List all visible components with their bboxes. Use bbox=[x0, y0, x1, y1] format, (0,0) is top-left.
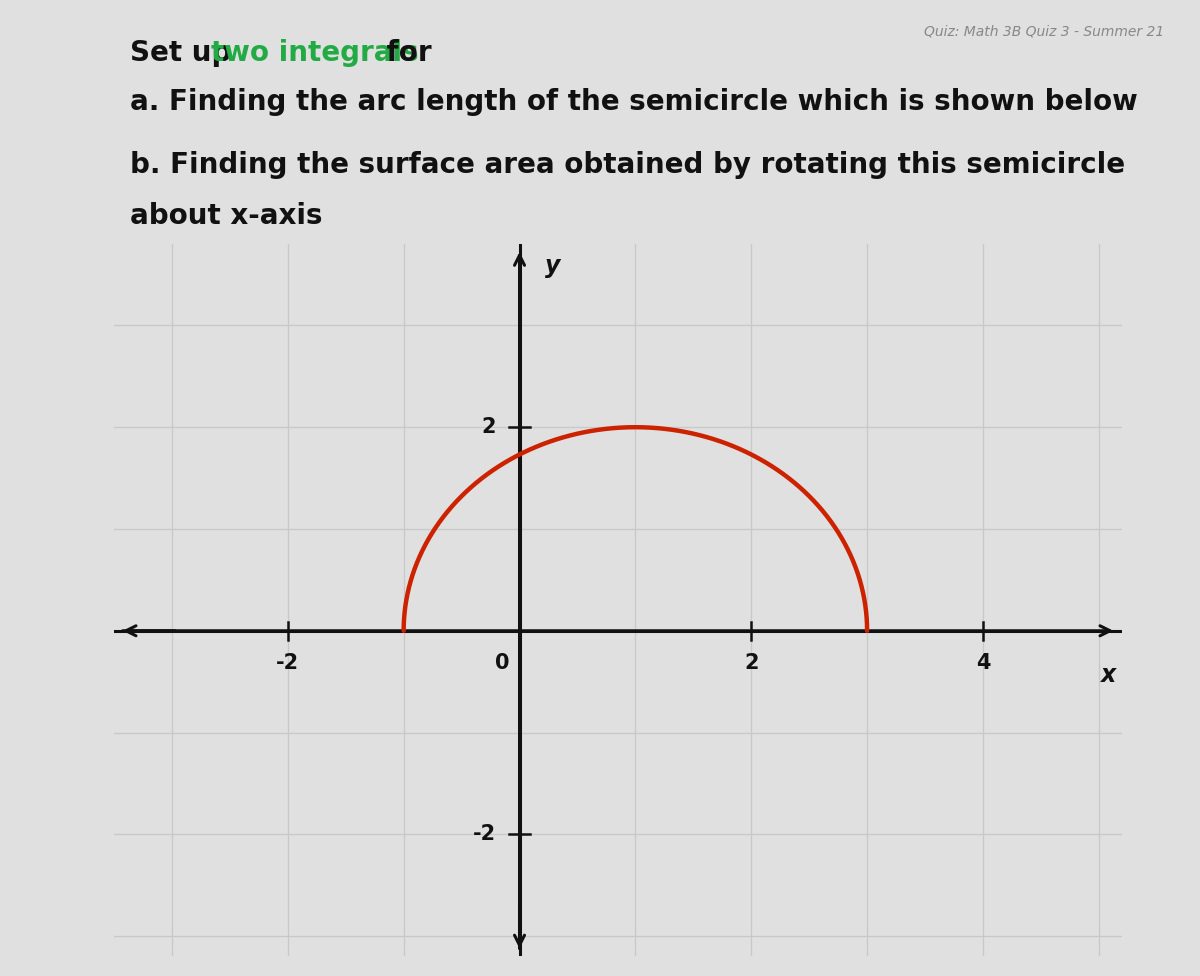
Text: Set up: Set up bbox=[130, 39, 240, 67]
Text: about x-axis: about x-axis bbox=[130, 202, 322, 230]
Text: 4: 4 bbox=[976, 653, 990, 673]
Text: two integrals: two integrals bbox=[211, 39, 419, 67]
Text: 2: 2 bbox=[482, 417, 497, 437]
Text: x: x bbox=[1100, 664, 1116, 687]
Text: b. Finding the surface area obtained by rotating this semicircle: b. Finding the surface area obtained by … bbox=[130, 151, 1124, 180]
Text: for: for bbox=[377, 39, 432, 67]
Text: -2: -2 bbox=[473, 825, 497, 844]
Text: y: y bbox=[545, 254, 560, 278]
Text: 2: 2 bbox=[744, 653, 758, 673]
Text: -2: -2 bbox=[276, 653, 299, 673]
Text: Quiz: Math 3B Quiz 3 - Summer 21: Quiz: Math 3B Quiz 3 - Summer 21 bbox=[924, 24, 1164, 38]
Text: 0: 0 bbox=[494, 653, 509, 673]
Text: a. Finding the arc length of the semicircle which is shown below: a. Finding the arc length of the semicir… bbox=[130, 88, 1138, 116]
